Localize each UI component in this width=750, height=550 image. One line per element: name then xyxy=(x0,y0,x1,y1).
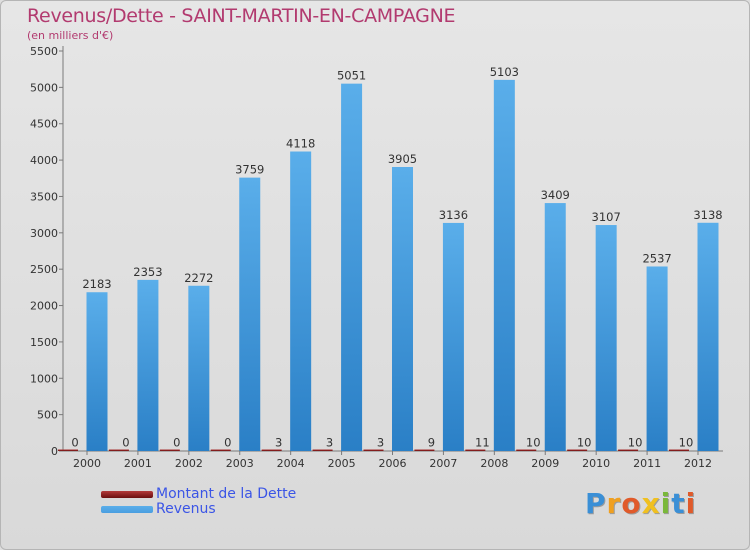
bar-label-revenus: 2353 xyxy=(133,265,162,279)
bar-dette xyxy=(261,449,282,451)
y-tick-label: 2500 xyxy=(30,263,58,276)
y-tick-label: 1000 xyxy=(30,372,58,385)
logo-letter: r xyxy=(606,487,622,520)
bar-label-dette: 10 xyxy=(679,436,694,450)
bar-revenus xyxy=(188,285,210,451)
legend-label-dette: Montant de la Dette xyxy=(156,486,297,502)
bar-label-revenus: 3409 xyxy=(541,188,570,202)
bar-label-dette: 10 xyxy=(526,436,541,450)
bar-revenus xyxy=(392,167,413,451)
x-tick-label: 2006 xyxy=(379,457,407,470)
bar-label-revenus: 5103 xyxy=(490,65,519,79)
bar-label-dette: 0 xyxy=(122,436,129,450)
x-tick-label: 2007 xyxy=(429,457,457,470)
x-tick-label: 2011 xyxy=(633,457,661,470)
bar-label-revenus: 2183 xyxy=(82,277,111,291)
bar-dette xyxy=(516,449,537,451)
x-tick-label: 2008 xyxy=(480,457,508,470)
logo-letter: i xyxy=(685,487,697,520)
bar-revenus xyxy=(290,151,312,451)
x-tick-label: 2003 xyxy=(226,457,254,470)
y-tick-label: 4500 xyxy=(30,118,58,131)
bar-dette xyxy=(312,449,333,451)
x-tick-label: 2012 xyxy=(684,457,712,470)
bar-revenus xyxy=(137,279,159,451)
bar-dette xyxy=(210,449,231,451)
y-tick-label: 3500 xyxy=(30,190,58,203)
bar-label-dette: 9 xyxy=(428,436,435,450)
bar-dette xyxy=(108,449,129,451)
x-tick-label: 2001 xyxy=(124,457,152,470)
y-tick-label: 1500 xyxy=(30,336,58,349)
x-tick-label: 2005 xyxy=(328,457,356,470)
chart-title: Revenus/Dette - SAINT-MARTIN-EN-CAMPAGNE xyxy=(27,5,456,27)
bar-revenus xyxy=(442,222,464,451)
bar-label-revenus: 2537 xyxy=(642,251,671,265)
logo-letter: t xyxy=(671,487,686,520)
bar-label-dette: 3 xyxy=(377,436,384,450)
y-tick-label: 5000 xyxy=(30,81,58,94)
bar-dette xyxy=(669,449,689,451)
bar-revenus xyxy=(86,292,108,451)
bar-label-revenus: 3759 xyxy=(235,163,264,177)
x-tick-label: 2009 xyxy=(531,457,559,470)
bar-label-dette: 0 xyxy=(224,436,231,450)
x-tick-label: 2010 xyxy=(582,457,610,470)
bar-dette xyxy=(414,449,435,451)
y-tick-label: 500 xyxy=(37,409,58,422)
bar-label-revenus: 5051 xyxy=(337,69,366,83)
bar-label-revenus: 3905 xyxy=(388,152,417,166)
bar-dette xyxy=(159,449,180,451)
proxiti-logo[interactable]: Proxiti xyxy=(585,487,696,520)
bar-label-dette: 10 xyxy=(628,436,643,450)
bar-dette xyxy=(618,449,639,451)
bar-dette xyxy=(567,449,588,451)
logo-letter: P xyxy=(585,487,607,520)
legend-label-revenus: Revenus xyxy=(156,501,216,517)
y-tick-label: 0 xyxy=(51,445,58,458)
bar-label-revenus: 4118 xyxy=(286,137,315,151)
bar-revenus xyxy=(544,203,566,451)
x-tick-label: 2002 xyxy=(175,457,203,470)
bar-label-revenus: 3136 xyxy=(439,208,468,222)
y-tick-label: 3000 xyxy=(30,227,58,240)
bar-revenus xyxy=(595,225,617,451)
bar-revenus xyxy=(646,266,668,451)
bar-revenus xyxy=(697,222,719,451)
bar-label-revenus: 3107 xyxy=(592,210,621,224)
bar-label-dette: 3 xyxy=(326,436,333,450)
bar-label-dette: 10 xyxy=(577,436,592,450)
y-tick-label: 2000 xyxy=(30,300,58,313)
bar-label-dette: 0 xyxy=(71,436,78,450)
bar-label-revenus: 3138 xyxy=(693,208,722,222)
bar-label-revenus: 2272 xyxy=(184,271,213,285)
y-tick-label: 5500 xyxy=(30,45,58,58)
bar-revenus xyxy=(239,177,261,452)
y-tick-label: 4000 xyxy=(30,154,58,167)
bar-label-dette: 11 xyxy=(475,436,490,450)
logo-letter: x xyxy=(641,487,661,520)
chart-subtitle: (en milliers d'€) xyxy=(27,29,114,42)
bar-label-dette: 0 xyxy=(173,436,180,450)
x-tick-label: 2004 xyxy=(277,457,305,470)
bar-revenus xyxy=(493,79,515,451)
legend-swatch-revenus xyxy=(101,506,153,513)
bar-revenus xyxy=(341,83,363,452)
bar-dette xyxy=(465,449,486,451)
bar-label-dette: 3 xyxy=(275,436,282,450)
logo-letter: o xyxy=(621,487,642,520)
logo-letter: i xyxy=(660,487,672,520)
legend-swatch-dette xyxy=(101,491,153,498)
bar-dette xyxy=(363,449,384,451)
x-tick-label: 2000 xyxy=(73,457,101,470)
bar-dette xyxy=(58,449,78,451)
